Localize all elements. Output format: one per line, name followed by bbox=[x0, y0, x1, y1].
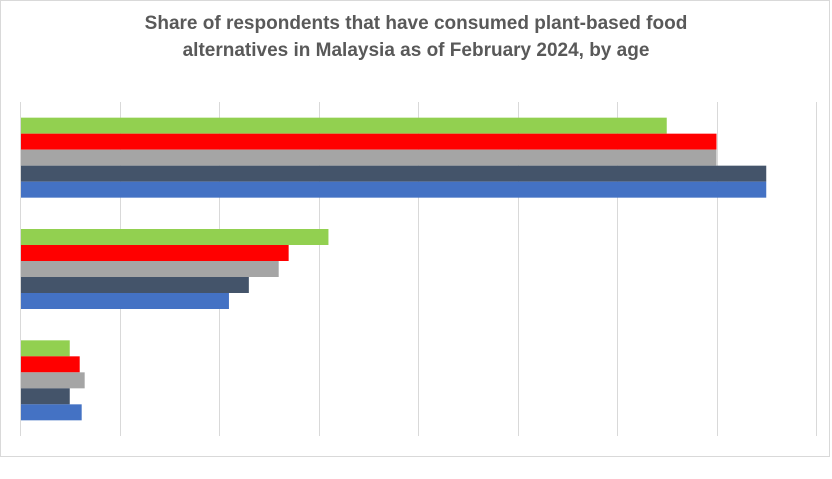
chart-title-line-1: Share of respondents that have consumed … bbox=[144, 13, 688, 34]
chart-title-line-2: alternatives in Malaysia as of February … bbox=[182, 40, 650, 61]
bar-category-2-series-5 bbox=[20, 293, 229, 309]
bar-category-3-series-1 bbox=[20, 340, 70, 357]
bar-category-3-series-4 bbox=[20, 388, 70, 405]
bar-category-1-series-5 bbox=[20, 181, 767, 198]
bar-category-1-series-4 bbox=[20, 165, 767, 182]
bars bbox=[20, 117, 767, 421]
bar-category-1-series-1 bbox=[20, 117, 667, 134]
bar-category-2-series-3 bbox=[20, 261, 279, 277]
bar-category-2-series-2 bbox=[20, 245, 289, 261]
bar-category-3-series-5 bbox=[20, 404, 82, 421]
chart-title: Share of respondents that have consumed … bbox=[0, 10, 832, 64]
bar-category-3-series-2 bbox=[20, 356, 80, 373]
chart-frame bbox=[0, 0, 830, 457]
bar-category-1-series-3 bbox=[20, 149, 717, 166]
bar-category-3-series-3 bbox=[20, 372, 85, 389]
bar-category-2-series-1 bbox=[20, 229, 329, 245]
bar-category-1-series-2 bbox=[20, 133, 717, 150]
bar-category-2-series-4 bbox=[20, 277, 249, 293]
